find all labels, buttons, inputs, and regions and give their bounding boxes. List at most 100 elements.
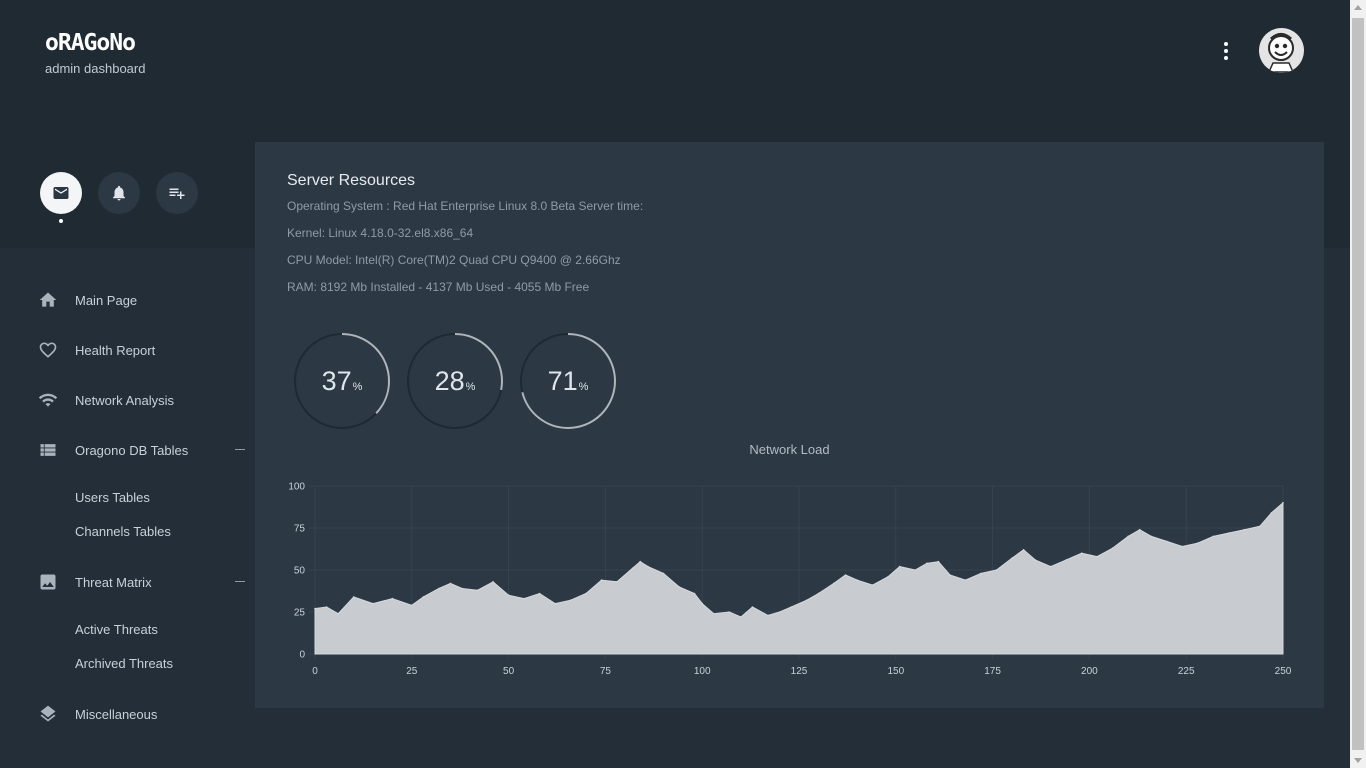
- sidebar-item-network-analysis[interactable]: Network Analysis: [37, 386, 250, 414]
- os-info: Operating System : Red Hat Enterprise Li…: [287, 199, 644, 213]
- scroll-down-icon[interactable]: [1354, 758, 1362, 763]
- data-point: [914, 569, 916, 571]
- mail-icon: [53, 187, 69, 199]
- sidebar-item-label: Network Analysis: [75, 392, 174, 408]
- data-point: [678, 586, 680, 588]
- scroll-up-icon[interactable]: [1354, 5, 1362, 10]
- data-point: [554, 602, 556, 605]
- data-point: [1212, 535, 1215, 538]
- data-point: [422, 596, 425, 598]
- brand-logo[interactable]: oRAGoNo: [45, 30, 136, 56]
- y-tick-label: 25: [294, 608, 306, 619]
- data-point: [1138, 528, 1141, 531]
- data-point: [600, 579, 603, 581]
- network-load-chart: 0 25 50 75 100 0 25 50 75 100 125 150 175 200 225 250: [288, 482, 1292, 678]
- x-tick-label: 100: [694, 666, 711, 677]
- vertical-scrollbar[interactable]: [1350, 0, 1366, 768]
- wifi-icon: [37, 389, 59, 411]
- gauge-unit: %: [465, 381, 476, 393]
- y-tick-label: 100: [288, 482, 305, 493]
- data-point: [856, 579, 858, 581]
- sidebar-subitem-active-threats[interactable]: Active Threats: [75, 622, 158, 637]
- data-point: [1166, 540, 1168, 543]
- server-resources-panel: Server Resources Operating System : Red …: [255, 142, 1324, 708]
- x-tick-label: 125: [791, 666, 808, 677]
- data-point: [887, 575, 889, 578]
- sidebar-item-health-report[interactable]: Health Report: [37, 336, 250, 364]
- data-point: [337, 612, 339, 615]
- collapse-icon[interactable]: [235, 581, 245, 582]
- x-tick-label: 75: [600, 666, 612, 677]
- sidebar-item-label: Health Report: [75, 342, 156, 358]
- x-tick-label: 175: [984, 666, 1001, 677]
- sidebar-item-threat-matrix[interactable]: Threat Matrix: [37, 568, 250, 596]
- y-tick-label: 50: [294, 566, 306, 577]
- gauge-1: 37%: [293, 332, 391, 430]
- cpu-info: CPU Model: Intel(R) Core(TM)2 Quad CPU Q…: [287, 253, 621, 267]
- sidebar-item-label: Miscellaneous: [75, 706, 158, 722]
- data-point: [1243, 528, 1246, 531]
- data-point: [898, 565, 901, 568]
- user-avatar[interactable]: [1259, 28, 1304, 73]
- image-icon: [37, 571, 59, 593]
- sidebar-subitem-archived-threats[interactable]: Archived Threats: [75, 656, 174, 671]
- data-point: [980, 572, 982, 575]
- sidebar-item-oragono-db-tables[interactable]: Oragono DB Tables: [37, 436, 250, 464]
- x-tick-label: 150: [887, 666, 904, 677]
- data-point: [585, 592, 587, 595]
- notifications-button[interactable]: [98, 172, 140, 214]
- data-point: [314, 607, 316, 610]
- x-tick-label: 250: [1275, 666, 1292, 677]
- data-point: [411, 604, 413, 607]
- gauge-arc: [407, 333, 503, 429]
- data-point: [926, 562, 928, 565]
- home-icon: [37, 289, 59, 311]
- chart-title: Network Load: [749, 442, 830, 457]
- data-point: [647, 565, 649, 568]
- data-point: [1127, 535, 1129, 538]
- sidebar-subitem-channels-tables[interactable]: Channels Tables: [75, 524, 171, 539]
- data-point: [844, 574, 847, 576]
- more-vertical-icon[interactable]: [1215, 38, 1237, 64]
- playlist-add-button[interactable]: [156, 172, 198, 214]
- sidebar-subitem-users-tables[interactable]: Users Tables: [75, 490, 150, 505]
- data-point: [728, 611, 731, 613]
- data-point: [833, 582, 835, 585]
- data-point: [372, 602, 374, 605]
- data-point: [449, 582, 452, 585]
- sidebar-item-main-page[interactable]: Main Page: [37, 286, 250, 314]
- x-tick-label: 200: [1081, 666, 1098, 677]
- playlist-add-icon: [169, 188, 185, 199]
- data-point: [871, 584, 874, 586]
- gauge-arc: [294, 333, 390, 429]
- data-point: [1282, 502, 1284, 504]
- gauge-2: 28%: [406, 332, 504, 430]
- data-point: [767, 614, 769, 617]
- data-point: [1270, 512, 1273, 514]
- sidebar-item-label: Threat Matrix: [75, 574, 152, 590]
- data-point: [1228, 532, 1230, 534]
- data-point: [1096, 555, 1098, 558]
- table-icon: [37, 439, 59, 461]
- x-tick-label: 225: [1178, 666, 1195, 677]
- data-point: [964, 579, 967, 581]
- data-point: [778, 611, 781, 613]
- data-point: [1065, 559, 1067, 561]
- sidebar-item-miscellaneous[interactable]: Miscellaneous: [37, 700, 250, 728]
- data-point: [569, 599, 572, 601]
- active-indicator: [59, 219, 63, 223]
- data-point: [805, 599, 808, 601]
- gauge-unit: %: [352, 381, 363, 393]
- data-point: [701, 602, 703, 605]
- data-point: [790, 606, 793, 608]
- gauge-value: 71: [547, 365, 578, 396]
- scrollbar-thumb[interactable]: [1352, 18, 1364, 750]
- data-point: [492, 581, 494, 583]
- data-point: [438, 587, 440, 590]
- collapse-icon[interactable]: [235, 449, 245, 450]
- brand-subtitle: admin dashboard: [45, 61, 146, 76]
- mail-button[interactable]: [40, 172, 82, 214]
- data-point: [391, 597, 394, 600]
- data-point: [1111, 547, 1114, 549]
- data-point: [937, 560, 940, 563]
